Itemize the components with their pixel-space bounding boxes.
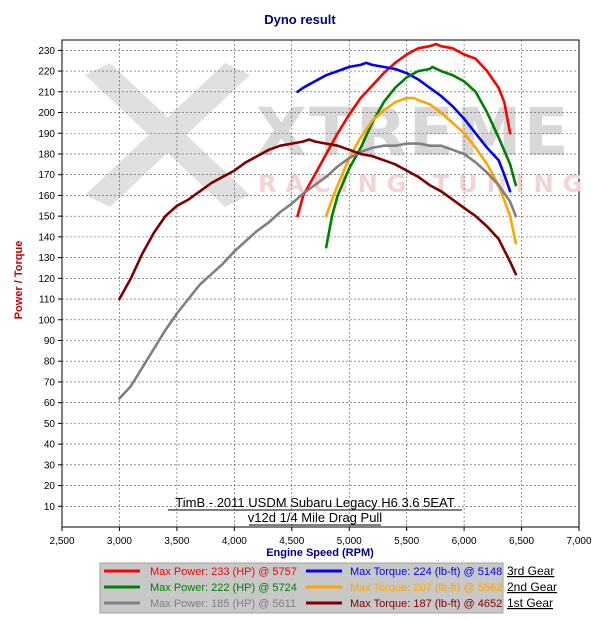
y-tick-label: 210: [38, 87, 55, 98]
legend-box: [99, 562, 504, 614]
legend-gear-label: 1st Gear: [507, 596, 553, 610]
y-tick-label: 110: [39, 295, 55, 306]
legend-entry: Max Power: 222 (HP) @ 5724: [150, 582, 297, 594]
y-tick-label: 140: [38, 232, 55, 243]
legend-gear-label: 3rd Gear: [507, 564, 554, 578]
legend: Max Power: 233 (HP) @ 5757 Max Torque: 22…: [104, 564, 557, 610]
series-line-5: [118, 138, 518, 301]
y-tick-label: 200: [38, 108, 55, 119]
y-tick-label: 160: [38, 191, 55, 202]
legend-entry: Max Torque: 207 (lb-ft) @ 5562: [350, 582, 502, 594]
y-tick-label: 130: [38, 253, 55, 264]
y-tick-label: 10: [44, 502, 56, 513]
y-tick-label: 60: [44, 398, 56, 409]
legend-entry: Max Power: 185 (HP) @ 5611: [150, 598, 296, 610]
annotation-line-1: TimB - 2011 USDM Subaru Legacy H6 3.6 5E…: [175, 495, 454, 510]
svg-text:XTREME: XTREME: [256, 94, 571, 171]
x-tick-label: 7,000: [566, 536, 591, 547]
x-tick-label: 5,500: [394, 536, 419, 547]
y-tick-label: 50: [44, 419, 56, 430]
legend-gear-label: 2nd Gear: [507, 580, 557, 594]
y-tick-label: 220: [38, 67, 55, 78]
x-axis-title: Engine Speed (RPM): [266, 547, 374, 559]
x-tick-label: 3,000: [107, 536, 132, 547]
legend-entry: Max Torque: 187 (lb-ft) @ 4652: [350, 598, 502, 610]
y-tick-label: 230: [38, 46, 55, 57]
x-tick-label: 5,000: [337, 536, 362, 547]
y-tick-label: 170: [38, 170, 55, 181]
x-axis-ticks: 2,500 3,000 3,500 4,000 4,500 5,000 5,500 6,000…: [49, 527, 592, 547]
series-line-2: [324, 65, 518, 249]
series-line-3: [324, 96, 518, 245]
y-tick-label: 190: [38, 129, 55, 140]
annotation-box: TimB - 2011 USDM Subaru Legacy H6 3.6 5E…: [168, 495, 462, 526]
y-tick-label: 180: [38, 149, 55, 160]
series-lines: [118, 42, 518, 400]
grid-lines: [62, 40, 579, 527]
x-tick-label: 3,500: [164, 536, 189, 547]
y-tick-label: 100: [38, 315, 55, 326]
y-axis-ticks: 10 20 30 40 50 60 70 80 90 100 110 120 130 140 150 160 1…: [38, 46, 62, 513]
y-tick-label: 70: [44, 377, 56, 388]
watermark-logo: XTREME RACING TUNING: [85, 63, 591, 207]
series-line-4: [118, 142, 518, 400]
x-tick-label: 2,500: [49, 536, 74, 547]
y-axis-title: Power / Torque: [13, 241, 25, 320]
x-tick-label: 4,500: [279, 536, 304, 547]
series-line-1: [296, 61, 512, 193]
y-tick-label: 20: [44, 481, 56, 492]
y-tick-label: 30: [44, 460, 56, 471]
y-tick-label: 120: [38, 274, 55, 285]
legend-entry: Max Power: 233 (HP) @ 5757: [150, 566, 297, 578]
y-tick-label: 40: [44, 440, 56, 451]
y-tick-label: 150: [38, 212, 55, 223]
chart-title: Dyno result: [264, 12, 336, 27]
x-tick-label: 4,000: [222, 536, 247, 547]
annotation-line-2: v12d 1/4 Mile Drag Pull: [248, 510, 383, 525]
legend-entry: Max Torque: 224 (lb-ft) @ 5148: [350, 566, 502, 578]
y-tick-label: 90: [44, 336, 56, 347]
x-tick-label: 6,000: [452, 536, 477, 547]
x-tick-label: 6,500: [509, 536, 534, 547]
svg-text:RACING TUNING: RACING TUNING: [258, 170, 591, 198]
y-tick-label: 80: [44, 357, 56, 368]
